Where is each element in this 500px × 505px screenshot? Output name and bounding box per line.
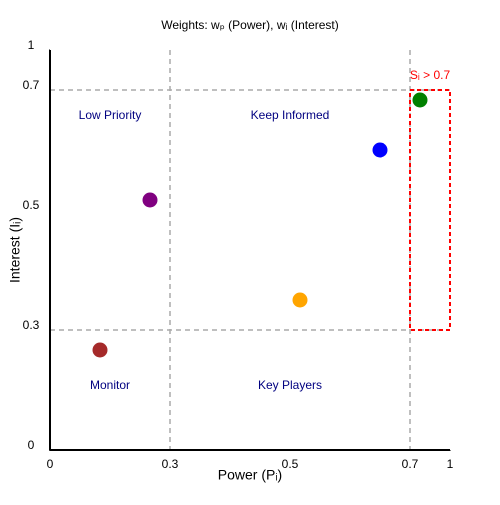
x-tick-label: 1 [447, 457, 454, 471]
y-axis-label: Interest (Iᵢ) [7, 217, 23, 283]
point [412, 92, 428, 108]
y-tick-label: 1 [28, 38, 35, 52]
x-tick-label: 0.7 [402, 457, 419, 471]
point [142, 192, 158, 208]
y-tick-label: 0.5 [23, 198, 40, 212]
quadrant-label: Keep Informed [251, 108, 330, 122]
x-tick-label: 0.5 [282, 457, 299, 471]
quadrant-label: Low Priority [79, 108, 142, 122]
y-tick-label: 0.7 [23, 78, 40, 92]
x-tick-label: 0.3 [162, 457, 179, 471]
quadrant-label: Monitor [90, 378, 130, 392]
chart-title: Weights: wₚ (Power), wᵢ (Interest) [161, 18, 339, 32]
point [292, 292, 308, 308]
point [372, 142, 388, 158]
y-tick-label: 0.3 [23, 318, 40, 332]
x-tick-label: 0 [47, 457, 54, 471]
quadrant-label: Key Players [258, 378, 322, 392]
x-axis-label: Power (Pᵢ) [218, 467, 282, 483]
highlight-label: Sᵢ > 0.7 [410, 68, 451, 82]
highlight-box [409, 89, 451, 331]
y-tick-label: 0 [28, 438, 35, 452]
point [92, 342, 108, 358]
